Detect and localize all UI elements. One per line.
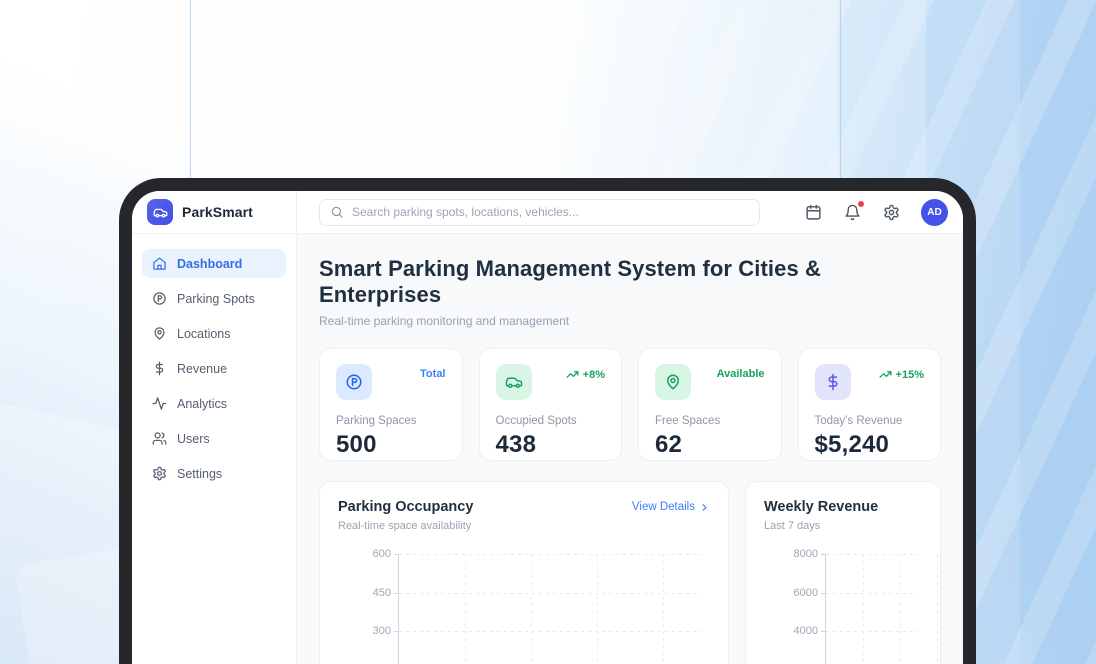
stat-card-todays-revenue: +15% Today's Revenue $5,240 bbox=[797, 348, 941, 461]
top-bar: AD bbox=[297, 191, 963, 234]
background-band bbox=[1020, 0, 1096, 664]
stat-label: Today's Revenue bbox=[814, 415, 903, 427]
calendar-icon[interactable] bbox=[804, 203, 822, 221]
search-box[interactable] bbox=[319, 198, 760, 226]
stats-row: Total Parking Spaces 500 bbox=[319, 348, 941, 461]
app-logo: ParkSmart bbox=[132, 191, 297, 234]
view-details-link[interactable]: View Details bbox=[632, 501, 710, 513]
chart-subtitle: Last 7 days bbox=[764, 520, 821, 532]
sidebar-item-label: Users bbox=[177, 431, 210, 446]
chevron-right-icon bbox=[702, 503, 707, 511]
charts-row: Parking Occupancy Real-time space availa… bbox=[319, 481, 941, 664]
parking-occupancy-chart-card: Parking Occupancy Real-time space availa… bbox=[319, 481, 729, 664]
car-logo-icon bbox=[147, 199, 173, 225]
chart-plot-area: 600 450 300 150 0 bbox=[338, 548, 710, 664]
stat-value: 62 bbox=[655, 431, 683, 458]
search-input[interactable] bbox=[352, 205, 749, 219]
home-icon bbox=[152, 256, 167, 271]
stat-card-free-spaces: Available Free Spaces 62 bbox=[638, 348, 782, 461]
stat-badge: +15% bbox=[878, 368, 924, 381]
gear-icon bbox=[152, 466, 167, 481]
stat-badge: Available bbox=[716, 368, 765, 380]
header-actions: AD bbox=[804, 198, 948, 226]
stat-badge: +8% bbox=[566, 368, 605, 381]
sidebar: Dashboard Parking Spots bbox=[132, 234, 297, 664]
avatar[interactable]: AD bbox=[921, 198, 948, 226]
weekly-revenue-chart-card: Weekly Revenue Last 7 days 8000 6000 400… bbox=[745, 481, 941, 664]
stat-label: Occupied Spots bbox=[495, 415, 577, 427]
stat-label: Free Spaces bbox=[655, 415, 721, 427]
page-subtitle: Real-time parking monitoring and managem… bbox=[319, 314, 570, 328]
search-icon bbox=[330, 205, 344, 219]
trending-up-icon bbox=[878, 371, 892, 378]
stat-label: Parking Spaces bbox=[336, 415, 417, 427]
dollar-icon bbox=[152, 361, 167, 376]
app-name: ParkSmart bbox=[182, 204, 253, 220]
trending-up-icon bbox=[566, 371, 579, 378]
bell-icon[interactable] bbox=[843, 201, 864, 221]
sidebar-item-label: Revenue bbox=[177, 361, 228, 376]
stat-value: 438 bbox=[495, 431, 537, 458]
stat-value: 500 bbox=[336, 431, 377, 458]
sidebar-item-users[interactable]: Users bbox=[142, 424, 286, 453]
notification-dot bbox=[858, 201, 864, 207]
page-title: Smart Parking Management System for Citi… bbox=[319, 256, 821, 307]
background-line bbox=[190, 0, 191, 178]
chart-title: Weekly Revenue bbox=[764, 499, 879, 515]
sidebar-item-dashboard[interactable]: Dashboard bbox=[142, 249, 286, 278]
stat-card-parking-spaces: Total Parking Spaces 500 bbox=[319, 348, 463, 461]
stat-badge: Total bbox=[420, 368, 446, 380]
location-pin-icon bbox=[152, 326, 167, 341]
sidebar-item-label: Settings bbox=[177, 466, 223, 481]
parking-circle-icon bbox=[336, 364, 372, 400]
sidebar-item-label: Parking Spots bbox=[177, 291, 255, 306]
background-line bbox=[840, 0, 841, 180]
sidebar-item-parking-spots[interactable]: Parking Spots bbox=[142, 284, 286, 313]
sidebar-item-label: Locations bbox=[177, 326, 231, 341]
gear-icon[interactable] bbox=[882, 203, 900, 221]
users-icon bbox=[152, 431, 167, 446]
sidebar-item-settings[interactable]: Settings bbox=[142, 459, 286, 488]
stat-value: $5,240 bbox=[814, 431, 890, 458]
sidebar-item-label: Dashboard bbox=[177, 256, 243, 271]
chart-plot-area: 8000 6000 4000 2000 bbox=[764, 548, 938, 664]
chart-subtitle: Real-time space availability bbox=[338, 520, 472, 532]
location-pin-icon bbox=[655, 364, 691, 400]
sidebar-item-label: Analytics bbox=[177, 396, 228, 411]
main-content: Smart Parking Management System for Citi… bbox=[297, 234, 963, 664]
parking-icon bbox=[152, 291, 167, 306]
app-window: ParkSmart bbox=[132, 191, 963, 664]
sidebar-item-locations[interactable]: Locations bbox=[142, 319, 286, 348]
dollar-icon bbox=[814, 364, 851, 400]
stat-card-occupied-spots: +8% Occupied Spots 438 bbox=[478, 348, 622, 461]
chart-title: Parking Occupancy bbox=[338, 499, 474, 515]
activity-icon bbox=[152, 396, 167, 411]
device-frame: ParkSmart bbox=[119, 178, 976, 664]
sidebar-item-analytics[interactable]: Analytics bbox=[142, 389, 286, 418]
car-icon bbox=[495, 364, 532, 400]
sidebar-item-revenue[interactable]: Revenue bbox=[142, 354, 286, 383]
